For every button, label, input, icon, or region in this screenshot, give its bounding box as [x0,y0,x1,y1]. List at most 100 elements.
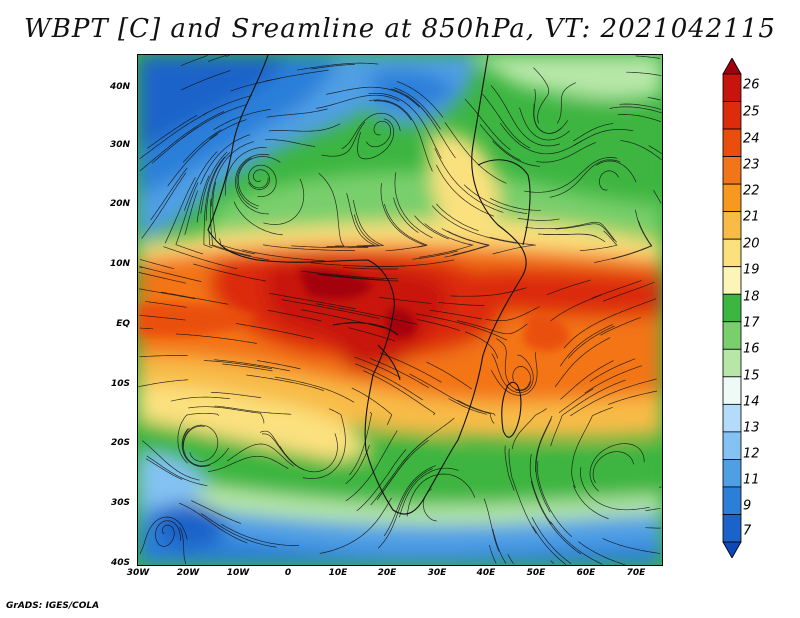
streamline [580,467,650,511]
colorbar-bin [722,211,742,240]
streamline [161,291,229,305]
streamline [210,198,251,257]
streamline [147,114,198,149]
colorbar-bin [722,321,742,350]
streamline [268,123,341,132]
streamline [531,517,572,565]
streamline [483,498,500,552]
streamline [570,378,657,417]
lon-label-30w: 30W [126,568,150,578]
streamline [354,363,423,401]
streamline [321,121,366,157]
streamline [301,270,398,280]
streamline [138,379,189,388]
map-panel [137,54,663,566]
coastlines [207,55,531,515]
streamline [180,55,208,67]
colorbar-label-13: 13 [743,420,760,436]
streamline [212,181,217,239]
streamline [391,88,430,118]
streamline [532,526,567,565]
streamline [139,266,202,282]
streamline [573,123,614,142]
streamline [321,274,399,282]
streamline [182,129,222,163]
streamline [463,184,528,214]
lon-label-10e: 10E [328,568,348,578]
streamline [182,427,211,467]
streamline [183,151,218,211]
streamline [645,507,661,512]
streamline [431,205,517,244]
streamline [584,365,643,394]
streamline [536,142,597,163]
lat-label-10s: 10S [110,379,130,389]
streamline [225,55,230,57]
streamline [533,103,568,134]
streamline [188,406,265,424]
colorbar-bin [722,293,742,323]
streamline [384,203,428,252]
streamline [259,430,305,471]
streamline [612,220,653,260]
streamline [538,233,598,238]
colorbar-label-18: 18 [743,289,760,305]
streamline [354,356,401,378]
streamline [235,153,270,215]
streamline [393,197,419,233]
streamline [600,317,641,336]
colorbar-bin [722,403,742,433]
colorbar-label-16: 16 [743,341,760,357]
streamline [620,140,662,161]
streamline [530,480,581,555]
streamline [200,513,277,548]
colorbar-label-15: 15 [743,368,760,384]
streamline [529,453,552,525]
streamline [274,376,355,403]
streamline [207,55,227,62]
lon-label-70e: 70E [626,568,646,578]
streamline [236,157,259,210]
streamline [434,148,504,213]
streamline [145,458,183,480]
streamline [450,287,527,297]
streamline [326,214,380,248]
streamline [177,412,220,464]
streamline [589,358,636,382]
streamline [380,183,428,248]
streamline [145,300,187,308]
colorbar-bin [722,431,742,460]
colorbar-label-25: 25 [743,104,760,120]
streamline [182,424,219,462]
streamline [213,359,290,372]
colorbar-label-21: 21 [743,209,760,225]
streamline [155,520,181,547]
colorbar-bin [722,183,742,213]
colorbar-label-12: 12 [743,446,760,462]
streamline [138,272,187,284]
streamline [659,486,662,489]
lat-label-30n: 30N [109,140,130,150]
lon-label-60e: 60E [576,568,596,578]
streamline [246,374,325,392]
streamline [490,236,536,255]
streamline [550,294,602,322]
colorbar-bin [722,459,742,488]
streamline [490,352,538,396]
colorbar-label-23: 23 [743,157,760,173]
streamline [139,111,225,172]
streamline [190,500,242,524]
streamline [412,250,458,260]
lon-label-40e: 40E [476,568,496,578]
streamline [297,62,379,71]
streamline [139,112,207,160]
wbpt-streamline-map [138,55,662,565]
streamline [550,379,626,447]
colorbar-label-17: 17 [743,315,760,331]
streamline [602,281,655,302]
map-title: WBPT [C] and Sreamline at 850hPa, VT: 20… [24,14,776,44]
colorbar-label-19: 19 [743,262,760,278]
streamline [150,167,188,221]
colorbar-bin [722,348,742,378]
streamline [222,363,273,372]
